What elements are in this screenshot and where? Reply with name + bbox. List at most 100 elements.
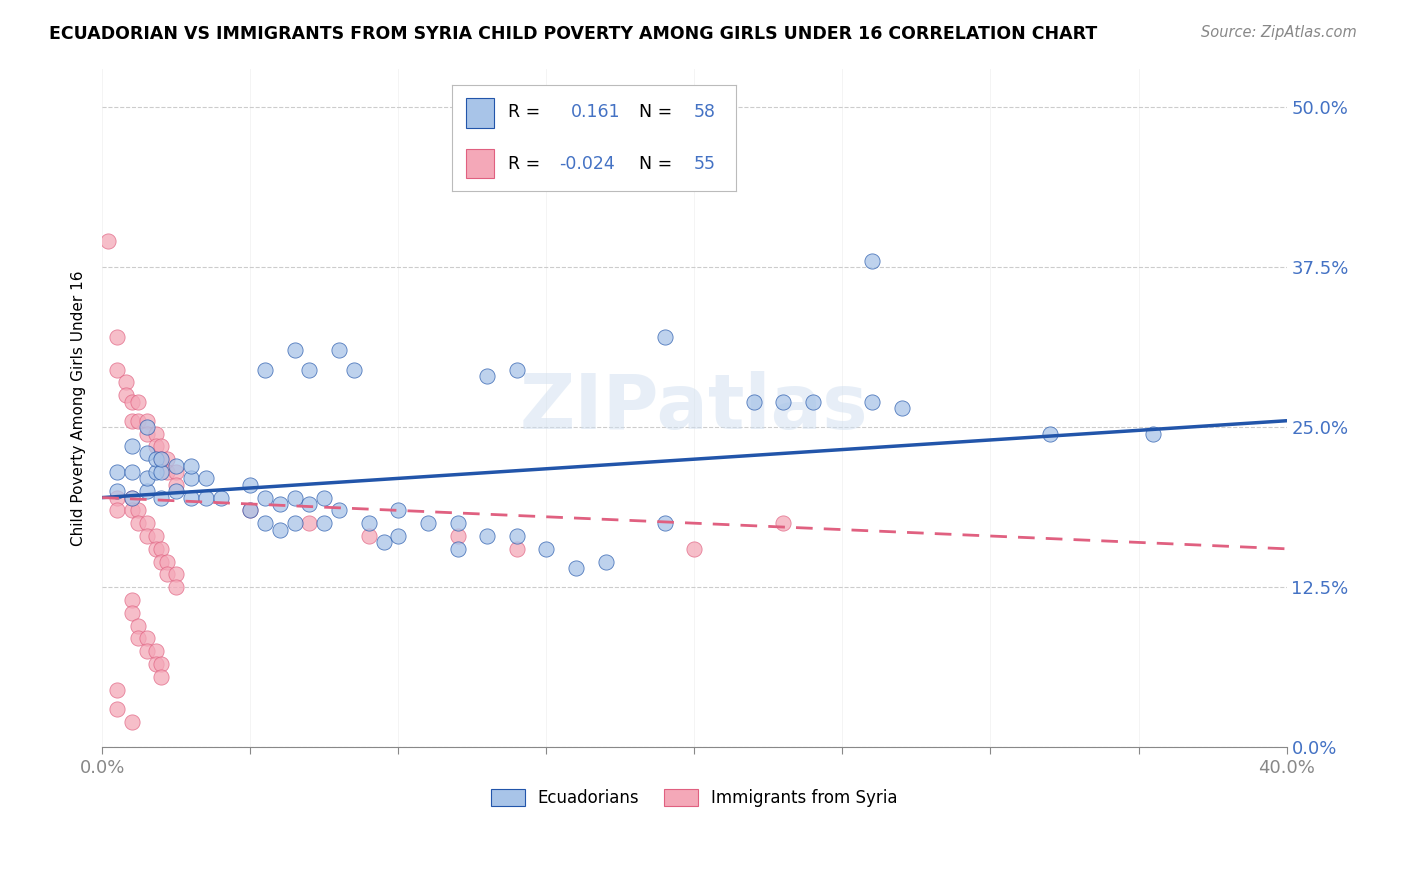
Point xyxy=(150,555,173,569)
Text: Source: ZipAtlas.com: Source: ZipAtlas.com xyxy=(1201,25,1357,40)
Point xyxy=(135,426,157,441)
Point xyxy=(860,253,883,268)
Point xyxy=(150,439,173,453)
Point xyxy=(121,439,143,453)
Point xyxy=(115,376,138,390)
Y-axis label: Child Poverty Among Girls Under 16: Child Poverty Among Girls Under 16 xyxy=(72,270,86,546)
Point xyxy=(127,394,149,409)
Point xyxy=(150,670,173,684)
Point xyxy=(156,452,179,467)
Point xyxy=(890,401,912,415)
Point xyxy=(105,484,128,499)
Point xyxy=(239,503,262,517)
Point xyxy=(180,491,202,505)
Point xyxy=(121,491,143,505)
Point xyxy=(150,541,173,556)
Point xyxy=(387,529,409,543)
Point xyxy=(284,516,307,531)
Point xyxy=(269,523,291,537)
Point xyxy=(165,458,187,473)
Point xyxy=(135,414,157,428)
Point xyxy=(194,491,217,505)
Point xyxy=(127,503,149,517)
Point xyxy=(654,330,676,344)
Point xyxy=(145,657,167,671)
Point xyxy=(121,394,143,409)
Point xyxy=(506,362,529,376)
Point xyxy=(1039,426,1062,441)
Point xyxy=(127,516,149,531)
Point xyxy=(654,516,676,531)
Point xyxy=(298,362,321,376)
Point xyxy=(373,535,395,549)
Point xyxy=(446,529,468,543)
Point xyxy=(314,516,336,531)
Point xyxy=(150,465,173,479)
Point xyxy=(135,420,157,434)
Point xyxy=(165,484,187,499)
Point xyxy=(165,477,187,491)
Point xyxy=(145,529,167,543)
Point xyxy=(165,567,187,582)
Point xyxy=(683,541,706,556)
Point xyxy=(156,555,179,569)
Point xyxy=(121,714,143,729)
Point xyxy=(298,516,321,531)
Point xyxy=(180,471,202,485)
Point xyxy=(446,516,468,531)
Point xyxy=(150,491,173,505)
Point xyxy=(314,491,336,505)
Point xyxy=(328,503,350,517)
Point xyxy=(105,465,128,479)
Point xyxy=(145,541,167,556)
Point xyxy=(595,555,617,569)
Legend: Ecuadorians, Immigrants from Syria: Ecuadorians, Immigrants from Syria xyxy=(485,782,904,814)
Point xyxy=(357,529,380,543)
Point xyxy=(121,491,143,505)
Point xyxy=(209,491,232,505)
Point xyxy=(536,541,558,556)
Point xyxy=(239,477,262,491)
Point xyxy=(105,503,128,517)
Point xyxy=(357,516,380,531)
Point xyxy=(121,593,143,607)
Point xyxy=(416,516,439,531)
Point xyxy=(135,632,157,646)
Point xyxy=(683,132,706,146)
Point xyxy=(475,368,498,383)
Point xyxy=(165,580,187,594)
Point xyxy=(150,657,173,671)
Point xyxy=(506,541,529,556)
Point xyxy=(127,632,149,646)
Point xyxy=(121,414,143,428)
Point xyxy=(328,343,350,358)
Point xyxy=(145,452,167,467)
Point xyxy=(254,362,277,376)
Point xyxy=(860,394,883,409)
Point xyxy=(298,497,321,511)
Point xyxy=(135,529,157,543)
Point xyxy=(565,561,588,575)
Point xyxy=(121,606,143,620)
Point xyxy=(145,644,167,658)
Point xyxy=(127,618,149,632)
Point xyxy=(127,414,149,428)
Point xyxy=(239,503,262,517)
Point xyxy=(284,343,307,358)
Point xyxy=(145,465,167,479)
Point xyxy=(105,702,128,716)
Point xyxy=(145,426,167,441)
Point xyxy=(135,644,157,658)
Point xyxy=(135,446,157,460)
Point xyxy=(135,484,157,499)
Point xyxy=(446,541,468,556)
Point xyxy=(742,394,765,409)
Point xyxy=(284,491,307,505)
Point xyxy=(150,452,173,467)
Text: ECUADORIAN VS IMMIGRANTS FROM SYRIA CHILD POVERTY AMONG GIRLS UNDER 16 CORRELATI: ECUADORIAN VS IMMIGRANTS FROM SYRIA CHIL… xyxy=(49,25,1098,43)
Point xyxy=(135,516,157,531)
Point xyxy=(156,465,179,479)
Point xyxy=(772,516,794,531)
Point xyxy=(343,362,366,376)
Point xyxy=(105,362,128,376)
